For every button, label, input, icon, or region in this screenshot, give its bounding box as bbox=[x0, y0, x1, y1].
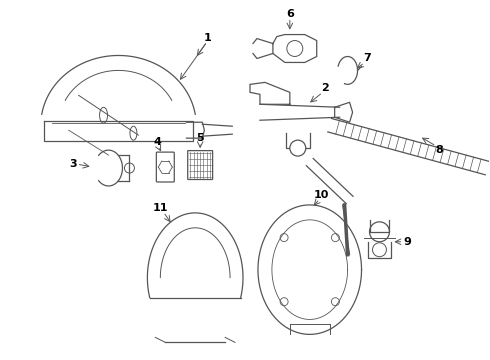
Polygon shape bbox=[253, 44, 273, 54]
Text: 3: 3 bbox=[69, 159, 76, 169]
Polygon shape bbox=[306, 158, 353, 203]
Text: 8: 8 bbox=[436, 145, 443, 155]
Polygon shape bbox=[335, 102, 353, 122]
Polygon shape bbox=[98, 150, 122, 186]
Text: 6: 6 bbox=[286, 9, 294, 19]
Polygon shape bbox=[338, 57, 358, 84]
Text: 2: 2 bbox=[321, 84, 329, 93]
Text: 11: 11 bbox=[152, 203, 168, 213]
Text: 10: 10 bbox=[314, 190, 329, 200]
Text: 4: 4 bbox=[153, 137, 161, 147]
Polygon shape bbox=[328, 118, 489, 175]
Polygon shape bbox=[186, 122, 204, 138]
FancyBboxPatch shape bbox=[156, 152, 174, 182]
Polygon shape bbox=[260, 104, 340, 120]
Text: 9: 9 bbox=[403, 237, 411, 247]
Polygon shape bbox=[147, 213, 243, 352]
Circle shape bbox=[290, 140, 306, 156]
Circle shape bbox=[287, 41, 303, 57]
Text: 1: 1 bbox=[203, 32, 211, 42]
Polygon shape bbox=[42, 55, 195, 125]
Polygon shape bbox=[250, 82, 290, 104]
Circle shape bbox=[369, 222, 390, 242]
Polygon shape bbox=[202, 124, 232, 136]
Polygon shape bbox=[118, 154, 129, 181]
Circle shape bbox=[372, 243, 387, 257]
Polygon shape bbox=[45, 121, 193, 141]
FancyBboxPatch shape bbox=[188, 150, 213, 180]
Polygon shape bbox=[258, 205, 362, 334]
Text: 5: 5 bbox=[196, 133, 204, 143]
Polygon shape bbox=[273, 35, 317, 62]
Text: 7: 7 bbox=[364, 54, 371, 63]
